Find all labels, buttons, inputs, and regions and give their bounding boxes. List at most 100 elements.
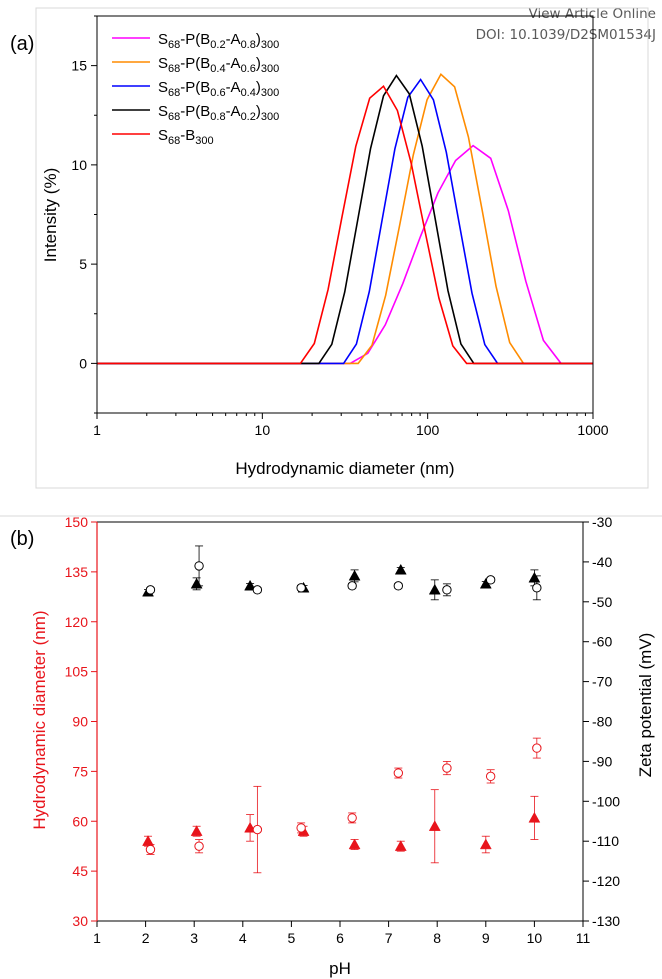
panel-b-left-y-tick-label: 120 xyxy=(65,614,89,630)
panel-a-y-tick-label: 5 xyxy=(79,256,87,272)
panel-a-series-line xyxy=(97,84,593,365)
panel-b-left-y-axis-label: Hydrodynamic diameter (nm) xyxy=(30,610,49,829)
data-point-triangle xyxy=(528,811,541,823)
panel-b-x-tick-label: 5 xyxy=(288,930,296,946)
view-article-online-link[interactable]: View Article Online xyxy=(528,6,656,22)
panel-b-right-y-tick-label: -40 xyxy=(592,554,612,570)
legend-entry-subscript: 300 xyxy=(195,135,213,147)
panel-a-x-tick-label: 100 xyxy=(416,422,440,438)
legend-entry-text: -P(B xyxy=(180,55,210,72)
data-point-circle xyxy=(347,581,357,591)
panel-b-label: (b) xyxy=(10,528,34,550)
panel-a-axes: 0 5 10 15 1 10 100 1000 xyxy=(71,15,609,438)
data-point-circle xyxy=(393,768,404,778)
data-point-circle xyxy=(442,763,452,773)
legend-entry-subscript: 68 xyxy=(168,135,180,147)
legend-entry-text: -A xyxy=(226,55,241,72)
legend-entry-subscript: 0.2 xyxy=(241,111,256,123)
panel-b-right-y-tick-label: -110 xyxy=(592,833,619,849)
panel-b-right-y-tick-label: -120 xyxy=(592,873,620,889)
panel-b-left-y-tick-label: 60 xyxy=(72,813,88,829)
panel-b-series xyxy=(142,545,542,874)
panel-a-series-line xyxy=(97,74,593,365)
panel-a-plot-frame xyxy=(96,15,594,414)
panel-a-x-tick-label: 1 xyxy=(93,422,101,438)
legend-entry-subscript: 68 xyxy=(168,39,180,51)
data-point-circle xyxy=(485,575,496,585)
legend-entry-subscript: 0.4 xyxy=(241,87,256,99)
legend-entry-text: S xyxy=(158,31,168,48)
data-point-triangle xyxy=(244,579,257,591)
panel-a-y-tick-label: 15 xyxy=(71,58,87,74)
panel-b-right-y-tick-label: -130 xyxy=(592,913,620,929)
panel-b: (b) 1 2 3 4 5 6 7 8 9 10 113045607590105120135150-… xyxy=(0,514,662,978)
panel-b-plot-frame xyxy=(96,521,584,922)
panel-a-x-tick-label: 10 xyxy=(255,422,271,438)
legend-entry: S68-B300 xyxy=(158,127,214,147)
panel-b-x-tick-label: 7 xyxy=(385,930,393,946)
legend-entry-text: S xyxy=(158,103,168,120)
legend-entry-subscript: 68 xyxy=(168,87,180,99)
panel-b-right-y-axis-label: Zeta potential (mV) xyxy=(636,633,655,778)
legend-entry-subscript: 300 xyxy=(261,87,279,99)
panel-b-right-y-tick-label: -30 xyxy=(592,514,612,530)
legend-entry-text: S xyxy=(158,55,168,72)
legend-entry: S68-P(B0.2-A0.8)300 xyxy=(158,31,279,51)
data-point-circle xyxy=(485,771,496,782)
legend-entry-subscript: 68 xyxy=(168,63,180,75)
legend-entry-subscript: 0.2 xyxy=(210,39,225,51)
legend-entry-text: -P(B xyxy=(180,79,210,96)
data-point-triangle xyxy=(528,571,541,583)
panel-b-x-tick-label: 2 xyxy=(142,930,150,946)
legend-entry: S68-P(B0.6-A0.4)300 xyxy=(158,79,279,99)
legend-entry-subscript: 0.8 xyxy=(210,111,225,123)
legend-entry-text: -A xyxy=(226,31,241,48)
panel-a-y-tick-label: 0 xyxy=(79,355,87,371)
panel-b-right-y-tick-label: -90 xyxy=(592,753,612,769)
legend-entry-text: ) xyxy=(256,79,261,96)
panel-b-right-y-tick-label: -100 xyxy=(592,793,620,809)
legend-entry-text: -B xyxy=(180,127,195,144)
panel-a-label: (a) xyxy=(10,33,34,55)
legend-entry-subscript: 300 xyxy=(261,39,279,51)
panel-b-x-axis-label: pH xyxy=(329,959,351,978)
panel-b-left-y-tick-label: 30 xyxy=(72,913,88,929)
legend-entry: S68-P(B0.8-A0.2)300 xyxy=(158,103,279,123)
panel-b-x-tick-label: 10 xyxy=(527,930,543,946)
panel-b-left-y-tick-label: 105 xyxy=(65,664,89,680)
data-point-triangle xyxy=(428,820,441,831)
panel-a-series xyxy=(97,73,593,365)
panel-a-y-axis-label: Intensity (%) xyxy=(41,168,60,262)
legend-entry-text: ) xyxy=(256,55,261,72)
panel-a-series-line xyxy=(97,73,593,365)
legend-entry-text: ) xyxy=(256,31,261,48)
data-point-triangle xyxy=(394,840,407,851)
panel-a-frame xyxy=(35,7,649,489)
panel-a-y-tick-label: 10 xyxy=(71,157,87,173)
data-point-triangle xyxy=(190,825,203,836)
data-point-circle xyxy=(194,841,204,851)
panel-b-axes: 1 2 3 4 5 6 7 8 9 10 113045607590105120135150-130-… xyxy=(65,514,621,946)
data-point-triangle xyxy=(394,563,407,575)
panel-b-left-y-tick-label: 150 xyxy=(65,514,89,530)
data-point-triangle xyxy=(190,577,203,589)
data-point-circle xyxy=(393,581,404,591)
data-point-circle xyxy=(532,743,542,753)
panel-b-left-y-tick-label: 135 xyxy=(65,564,89,580)
panel-b-x-tick-label: 1 xyxy=(93,930,101,946)
data-point-triangle xyxy=(348,838,361,850)
panel-b-right-y-tick-label: -50 xyxy=(592,594,612,610)
data-point-circle xyxy=(145,844,156,855)
data-point-circle xyxy=(532,583,542,593)
data-point-circle xyxy=(296,823,306,833)
panel-a-series-line xyxy=(97,144,593,365)
data-point-circle xyxy=(442,585,452,595)
legend-entry-text: -P(B xyxy=(180,31,210,48)
panel-b-x-tick-label: 9 xyxy=(482,930,490,946)
panel-b-right-y-tick-label: -70 xyxy=(592,674,612,690)
data-point-triangle xyxy=(428,583,441,595)
data-point-triangle xyxy=(348,569,361,581)
data-point-circle xyxy=(296,583,306,593)
